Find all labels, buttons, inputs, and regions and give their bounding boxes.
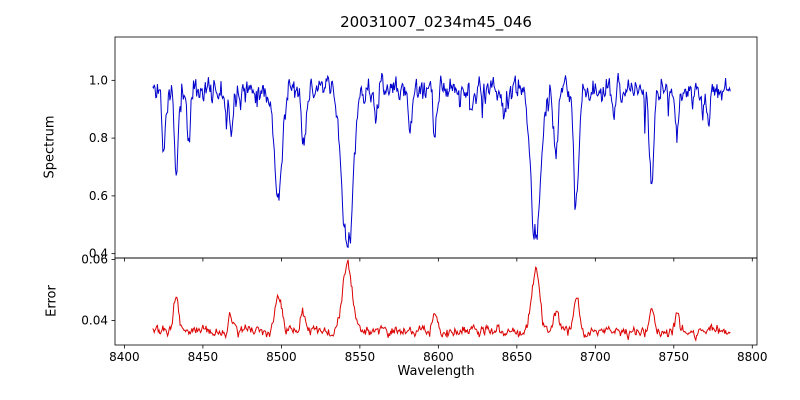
y-tick-label: 0.4 <box>89 247 108 261</box>
x-tick-label: 8700 <box>580 350 611 364</box>
y-axis-label-spectrum: Spectrum <box>42 115 58 179</box>
chart-title: 20031007_0234m45_046 <box>340 13 532 31</box>
x-tick-label: 8750 <box>659 350 690 364</box>
y-tick-label: 0.8 <box>89 131 108 145</box>
y-tick-label: 0.6 <box>89 189 108 203</box>
x-tick-label: 8500 <box>266 350 297 364</box>
x-tick-label: 8800 <box>737 350 768 364</box>
y-tick-label: 0.06 <box>81 253 108 267</box>
y-tick-label: 1.0 <box>89 73 108 87</box>
x-tick-label: 8450 <box>188 350 219 364</box>
error-line <box>152 259 731 342</box>
spectrum-line <box>152 72 731 249</box>
x-tick-label: 8650 <box>502 350 533 364</box>
spectrum-axes-frame <box>114 36 758 259</box>
y-tick-label: 0.04 <box>81 314 108 328</box>
x-tick-label: 8600 <box>423 350 454 364</box>
x-axis-label: Wavelength <box>397 364 475 379</box>
y-axis-label-error: Error <box>44 285 60 317</box>
error-axes-frame <box>114 257 758 346</box>
x-tick-label: 8400 <box>109 350 140 364</box>
x-tick-label: 8550 <box>345 350 376 364</box>
